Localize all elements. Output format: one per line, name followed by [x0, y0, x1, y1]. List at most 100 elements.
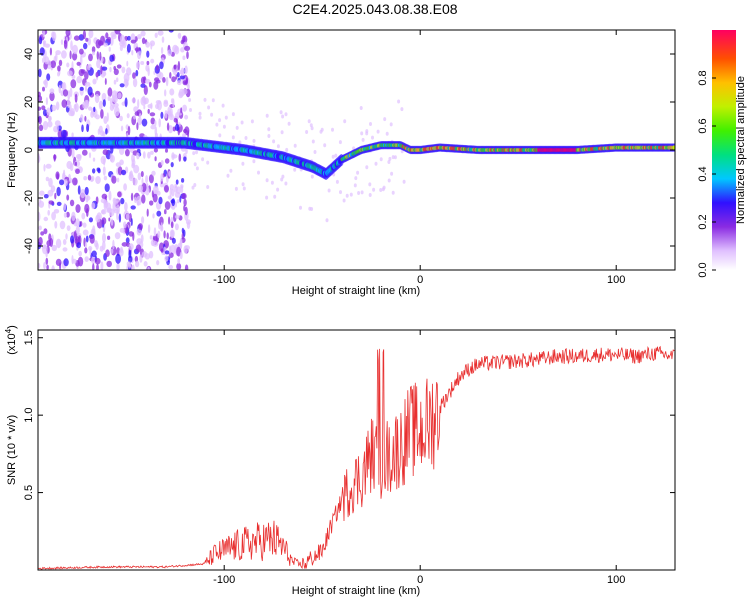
spectrogram-cell: [335, 179, 339, 184]
colorbar-tick-label: 0.8: [697, 70, 709, 85]
spectrogram-cell: [167, 195, 172, 200]
spectrogram-cell: [226, 173, 230, 178]
spectrogram-cell: [242, 186, 246, 191]
spectrogram-cell: [307, 119, 311, 124]
spectrogram-marks: [38, 30, 675, 270]
chart-title: C2E4.2025.043.08.38.E08: [292, 1, 457, 17]
spectrogram-cell: [157, 30, 164, 36]
spectrogram-cell: [126, 43, 131, 53]
spectrogram-cell: [140, 234, 144, 243]
spectrogram-cell: [56, 124, 59, 133]
spectrogram-cell: [140, 171, 144, 178]
spectrogram-cell: [368, 193, 372, 197]
spectrogram-cell: [85, 37, 89, 42]
spectrogram-cell: [168, 113, 174, 121]
spectrogram-cell: [140, 30, 146, 37]
spectrogram-cell: [206, 185, 210, 189]
spectrogram-cell: [38, 115, 42, 125]
spectrogram-cell: [70, 235, 75, 244]
spectrogram-cell: [45, 163, 52, 169]
spectrogram-cell: [38, 211, 41, 222]
spectrogram-cell: [58, 59, 63, 67]
spectrogram-cell: [173, 212, 177, 223]
spectrogram-cell: [142, 151, 146, 159]
spectrogram-cell: [191, 185, 195, 190]
colorbar-tick-label: 0.0: [697, 262, 709, 277]
spectrogram-cell: [51, 244, 57, 252]
spectrogram-cell: [69, 87, 73, 98]
spectrogram-cell: [76, 61, 81, 66]
spectrogram-cell: [92, 263, 95, 270]
spectrogram-cell: [114, 106, 120, 117]
spectrogram-cell: [240, 120, 244, 125]
spectrogram-cell: [374, 161, 378, 166]
spectrogram-cell: [96, 51, 100, 60]
spectrogram-cell: [210, 112, 214, 117]
spectrogram-cell: [52, 31, 57, 42]
spectrogram-cell: [158, 196, 163, 205]
spectrogram-cell: [171, 154, 178, 159]
spectrogram-cell: [49, 47, 53, 56]
spectrogram-cell: [115, 162, 122, 168]
spectrogram-cell: [138, 223, 143, 231]
spectrogram-cell: [331, 127, 334, 132]
spectrogram-cell: [145, 175, 149, 184]
spectrogram-cell: [155, 100, 162, 105]
spectrogram-cell: [38, 36, 43, 45]
spectrogram-cell: [327, 188, 331, 193]
spectrogram-cell: [66, 160, 73, 170]
spectrogram-cell: [149, 200, 154, 206]
spectrogram-cell: [91, 250, 97, 258]
spectrogram-cell: [140, 61, 145, 65]
spectrogram-cell: [132, 72, 136, 79]
spectrogram-cell: [279, 110, 283, 115]
spectrogram-cell: [184, 264, 189, 270]
x-tick-label: -100: [213, 574, 235, 586]
spectrogram-cell: [181, 227, 185, 234]
y-tick-label: 20: [23, 96, 35, 108]
spectrogram-cell: [359, 106, 363, 110]
spectrogram-cell: [174, 123, 180, 132]
spectrogram-cell: [63, 212, 67, 218]
spectrogram-cell: [104, 78, 107, 85]
spectrogram-cell: [61, 82, 65, 90]
spectrogram-cell: [46, 73, 51, 81]
spectrogram-cell: [184, 65, 188, 74]
spectrogram-cell: [118, 248, 124, 257]
spectrogram-cell: [284, 112, 288, 117]
spectrogram-cell: [60, 90, 64, 97]
spectrogram-cell: [379, 188, 383, 192]
spectrogram-axes: -100 0 100 -40 -20 0 20 40: [23, 30, 675, 286]
spectrogram-cell: [198, 115, 202, 120]
spectrogram-cell: [127, 125, 131, 136]
spectrogram-cell: [71, 211, 76, 222]
spectrogram-cell: [171, 76, 177, 83]
spectrogram-cell: [130, 205, 136, 210]
spectrogram-cell: [153, 81, 159, 90]
spectrogram-cell: [121, 242, 128, 247]
spectrogram-cell: [100, 198, 107, 204]
spectrogram-cell: [38, 236, 43, 246]
spectrogram-cell: [135, 61, 140, 69]
spectrogram-cell: [141, 216, 145, 224]
spectrogram-cell: [158, 118, 161, 128]
spectrogram-cell: [41, 105, 46, 111]
spectrogram-cell: [109, 98, 113, 107]
spectrogram-cell: [110, 248, 114, 254]
spectrogram-cell: [156, 210, 162, 217]
spectrogram-cell: [39, 190, 45, 196]
spectrogram-cell: [78, 250, 82, 257]
spectrogram-cell: [61, 99, 68, 108]
spectrogram-cell: [103, 175, 108, 181]
spectrogram-cell: [393, 155, 397, 160]
spectrogram-cell: [82, 229, 89, 236]
spectrogram-cell: [53, 209, 60, 214]
spectrogram-cell: [360, 131, 364, 136]
spectrogram-cell: [131, 49, 134, 56]
spectrogram-cell: [91, 202, 96, 210]
spectrogram-cell: [174, 45, 180, 55]
spectrogram-cell: [95, 39, 102, 49]
spectrogram-cell: [69, 178, 73, 183]
spectrogram-cell: [167, 106, 171, 116]
spectrogram-cell: [365, 165, 369, 170]
